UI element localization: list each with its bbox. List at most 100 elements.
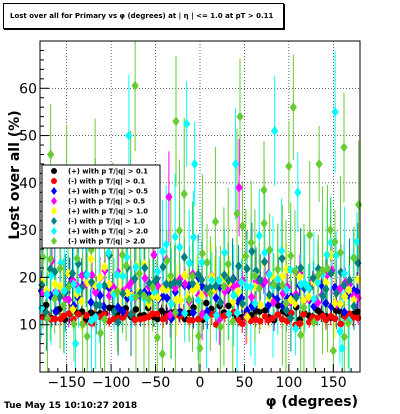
data-point	[175, 307, 183, 318]
data-point	[113, 269, 121, 280]
x-tick-label: 0	[196, 375, 205, 391]
data-point	[275, 302, 282, 309]
data-point	[314, 277, 322, 288]
data-point	[172, 116, 180, 127]
x-tick-label: 100	[276, 375, 303, 391]
data-point	[283, 264, 291, 275]
data-point	[79, 319, 87, 330]
data-point	[265, 289, 274, 300]
data-point	[172, 294, 181, 305]
data-point	[235, 182, 243, 193]
data-point	[278, 280, 286, 291]
data-point	[336, 283, 344, 294]
data-point	[181, 278, 189, 289]
data-point	[337, 320, 344, 328]
data-point	[43, 289, 51, 300]
data-point	[225, 302, 232, 310]
data-point	[51, 315, 59, 323]
data-point	[150, 249, 158, 260]
data-point	[345, 275, 354, 286]
data-point	[145, 294, 153, 305]
data-point	[100, 262, 109, 273]
data-point	[75, 310, 82, 318]
data-point	[56, 263, 64, 274]
data-point	[300, 310, 308, 318]
data-point	[228, 274, 237, 285]
data-point	[125, 130, 133, 141]
data-point	[309, 272, 317, 283]
data-point	[327, 250, 335, 261]
data-point	[305, 318, 313, 326]
data-point	[336, 299, 344, 310]
data-point	[42, 301, 50, 309]
y-tick-label: 40	[19, 176, 37, 192]
legend-box	[41, 164, 161, 249]
y-tick-label: 20	[19, 270, 37, 286]
data-point	[194, 269, 202, 280]
data-point	[340, 280, 348, 291]
data-point	[196, 343, 204, 354]
data-point	[163, 256, 171, 267]
data-point	[332, 250, 340, 261]
timestamp: Tue May 15 10:10:27 2018	[4, 401, 138, 411]
chart-title: Lost over all for Primary vs φ (degrees)…	[10, 12, 274, 20]
data-point	[180, 252, 188, 263]
data-point	[189, 307, 197, 318]
data-point	[171, 307, 180, 318]
data-point	[237, 277, 246, 288]
data-point	[158, 246, 167, 257]
data-point	[231, 158, 240, 169]
data-point	[292, 292, 300, 303]
legend-marker	[51, 197, 57, 205]
data-point	[274, 274, 282, 285]
x-tick-label: 50	[236, 375, 254, 391]
data-point	[261, 276, 269, 287]
data-point	[319, 290, 327, 301]
data-point	[131, 273, 139, 284]
legend-label: (+) with p T/|q| > 2.0	[68, 228, 148, 237]
data-point	[162, 239, 170, 250]
data-point	[198, 257, 206, 268]
legend-label: (-) with p T/|q| > 1.0	[68, 218, 145, 227]
data-point	[229, 316, 237, 327]
data-point	[285, 161, 293, 172]
data-point	[273, 294, 281, 305]
data-point	[247, 292, 256, 303]
data-point	[279, 271, 287, 282]
data-point	[225, 308, 233, 319]
data-point	[42, 308, 50, 319]
data-point	[322, 298, 330, 309]
data-point	[180, 270, 189, 281]
data-point	[338, 343, 346, 354]
y-tick-label: 60	[19, 81, 37, 97]
data-point	[38, 280, 46, 291]
legend-label: (-) with p T/|q| > 2.0	[68, 238, 145, 247]
data-point	[69, 304, 77, 315]
data-point	[91, 287, 100, 298]
data-point	[331, 236, 339, 247]
data-point	[198, 248, 207, 259]
data-point	[212, 281, 220, 292]
data-point	[282, 305, 290, 316]
data-point	[88, 277, 96, 288]
data-point	[282, 298, 290, 309]
data-point	[87, 297, 95, 308]
data-point	[64, 268, 73, 279]
data-point	[350, 294, 358, 305]
data-point	[310, 317, 318, 328]
data-point	[198, 274, 206, 285]
data-point	[119, 306, 127, 317]
data-point	[78, 270, 86, 281]
data-point	[154, 315, 161, 323]
data-point	[71, 338, 80, 349]
data-point	[208, 275, 216, 286]
data-point	[203, 299, 210, 307]
data-point	[122, 260, 130, 271]
data-point	[153, 310, 161, 318]
data-point	[212, 310, 221, 321]
legend-marker	[51, 227, 57, 235]
data-point	[60, 300, 68, 311]
data-point	[260, 218, 268, 229]
data-point	[331, 298, 339, 309]
